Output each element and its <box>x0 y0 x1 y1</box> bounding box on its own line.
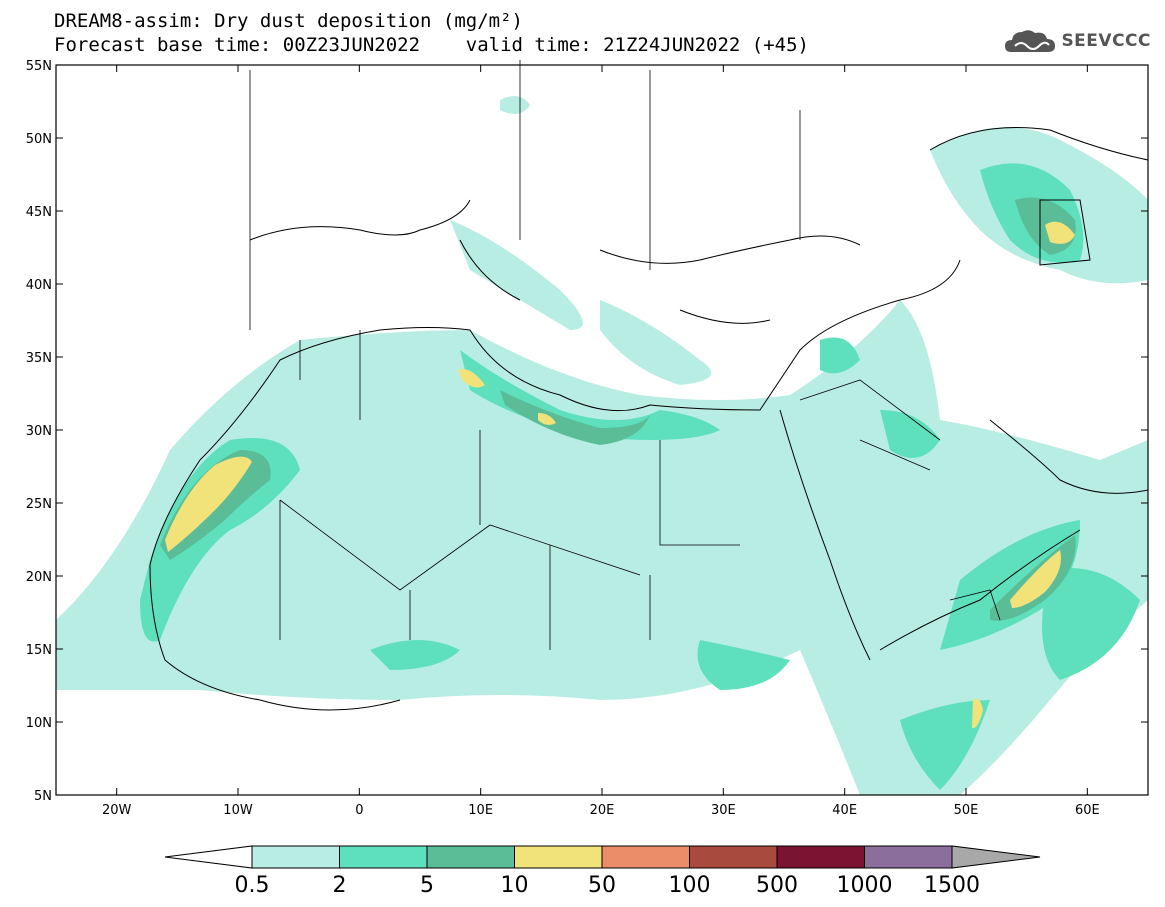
coastlines <box>149 127 1149 711</box>
lat-tick-label: 50N <box>26 132 52 147</box>
lat-tick-label: 15N <box>26 643 52 658</box>
colorbar-label: 2 <box>333 873 347 898</box>
colorbar-low-end <box>164 845 253 869</box>
deposition-field-low <box>56 96 1148 795</box>
lat-tick-label: 25N <box>26 497 52 512</box>
latitude-axis: 55N 50N 45N 40N 35N 30N 25N 20N 15N 10N 5N <box>26 59 1148 804</box>
lat-tick-label: 45N <box>26 205 52 220</box>
map-title: DREAM8-assim: Dry dust deposition (mg/m²… <box>54 10 523 32</box>
lon-tick-label: 30E <box>711 803 736 818</box>
cloud-logo-icon <box>1005 30 1056 52</box>
lon-tick-label: 60E <box>1075 803 1100 818</box>
colorbar-bin <box>426 845 515 869</box>
lon-tick-label: 20W <box>102 803 132 818</box>
lat-tick-label: 5N <box>34 789 52 804</box>
lon-tick-label: 0 <box>355 803 363 818</box>
colorbar-bin <box>514 845 603 869</box>
lon-tick-label: 10W <box>223 803 253 818</box>
colorbar-bin <box>776 845 865 869</box>
colorbar-label: 500 <box>756 873 798 898</box>
colorbar-bin <box>339 845 428 869</box>
colorbar-bin <box>251 845 340 869</box>
lat-tick-label: 55N <box>26 59 52 74</box>
colorbar-bin <box>601 845 690 869</box>
longitude-axis: 20W 10W 0 10E 20E 30E 40E 50E 60E <box>102 65 1100 818</box>
map-subtitle-times: Forecast base time: 00Z23JUN2022 valid t… <box>54 34 809 56</box>
lon-tick-label: 40E <box>832 803 857 818</box>
lon-tick-label: 10E <box>468 803 493 818</box>
lon-tick-label: 20E <box>590 803 615 818</box>
deposition-field-peak <box>165 221 1075 729</box>
colorbar-high-end <box>951 845 1041 869</box>
colorbar-label: 5 <box>420 873 434 898</box>
colorbar-label: 1000 <box>837 873 893 898</box>
lat-tick-label: 10N <box>26 716 52 731</box>
colorbar-label: 10 <box>501 873 529 898</box>
colorbar-label: 0.5 <box>235 873 270 898</box>
colorbar: 0.5 2 5 10 50 100 500 1000 1500 <box>164 845 1041 898</box>
country-borders <box>249 60 1001 650</box>
colorbar-label: 50 <box>588 873 616 898</box>
lon-tick-label: 50E <box>954 803 979 818</box>
colorbar-bin <box>689 845 778 869</box>
logo-text: SEEVCCC <box>1061 31 1151 51</box>
colorbar-bin <box>864 845 953 869</box>
lat-tick-label: 30N <box>26 424 52 439</box>
lat-tick-label: 35N <box>26 351 52 366</box>
colorbar-label: 1500 <box>924 873 980 898</box>
lat-tick-label: 20N <box>26 570 52 585</box>
seevccc-logo: SEEVCCC <box>1003 26 1151 56</box>
colorbar-label: 100 <box>669 873 711 898</box>
lat-tick-label: 40N <box>26 278 52 293</box>
